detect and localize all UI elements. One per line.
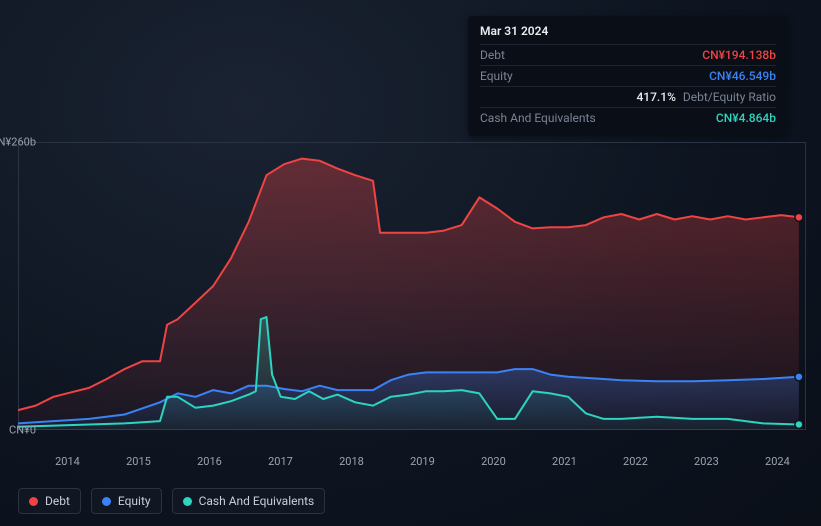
x-axis-label: 2015 xyxy=(126,455,151,468)
chart-legend: Debt Equity Cash And Equivalents xyxy=(18,488,325,514)
x-axis-label: 2018 xyxy=(339,455,364,468)
tooltip-row-label: Cash And Equivalents xyxy=(480,111,596,125)
tooltip-row-value-wrap: CN¥4.864b xyxy=(716,111,776,125)
legend-label: Debt xyxy=(45,494,70,508)
tooltip-row-extra: Debt/Equity Ratio xyxy=(680,90,776,104)
tooltip-row: Debt CN¥194.138b xyxy=(480,44,776,65)
legend-dot-icon xyxy=(29,497,38,506)
x-axis-label: 2014 xyxy=(55,455,80,468)
legend-label: Cash And Equivalents xyxy=(199,494,315,508)
tooltip-rows: Debt CN¥194.138b Equity CN¥46.549b 417.1% De… xyxy=(480,44,776,128)
tooltip-date: Mar 31 2024 xyxy=(480,24,776,44)
tooltip-row: Cash And Equivalents CN¥4.864b xyxy=(480,107,776,128)
tooltip-row-value: CN¥46.549b xyxy=(709,69,776,83)
chart-tooltip: Mar 31 2024 Debt CN¥194.138b Equity CN¥46.5… xyxy=(468,16,788,136)
series-end-marker xyxy=(795,213,803,221)
tooltip-row-value-wrap: CN¥46.549b xyxy=(709,69,776,83)
tooltip-row-label: Debt xyxy=(480,48,505,62)
debt-equity-chart[interactable]: 2014 2015 2016 2017 2018 2019 2020 2021 2022 2023… xyxy=(18,128,806,473)
y-axis-label: CN¥260b xyxy=(0,136,36,149)
legend-item[interactable]: Debt xyxy=(18,488,81,514)
x-axis-label: 2019 xyxy=(410,455,435,468)
x-axis-label: 2020 xyxy=(481,455,506,468)
tooltip-row: 417.1% Debt/Equity Ratio xyxy=(480,86,776,107)
chart-svg xyxy=(18,128,806,444)
x-axis-label: 2016 xyxy=(197,455,222,468)
legend-item[interactable]: Equity xyxy=(91,488,162,514)
tooltip-row-value-wrap: CN¥194.138b xyxy=(702,48,776,62)
series-end-marker xyxy=(795,373,803,381)
x-axis-label: 2023 xyxy=(694,455,719,468)
x-axis-label: 2021 xyxy=(552,455,577,468)
legend-dot-icon xyxy=(183,497,192,506)
y-axis-label: CN¥0 xyxy=(3,424,36,437)
tooltip-row-value: 417.1% xyxy=(636,90,675,104)
tooltip-row-value: CN¥194.138b xyxy=(702,48,776,62)
x-axis-label: 2024 xyxy=(765,455,790,468)
series-end-marker xyxy=(795,420,803,428)
x-axis-label: 2022 xyxy=(623,455,648,468)
legend-dot-icon xyxy=(102,497,111,506)
tooltip-row-value-wrap: 417.1% Debt/Equity Ratio xyxy=(636,90,776,104)
x-axis-label: 2017 xyxy=(268,455,293,468)
legend-item[interactable]: Cash And Equivalents xyxy=(172,488,326,514)
x-axis-labels: 2014 2015 2016 2017 2018 2019 2020 2021 2022 2023… xyxy=(32,455,820,473)
legend-label: Equity xyxy=(118,494,151,508)
tooltip-row-label: Equity xyxy=(480,69,513,83)
tooltip-row-value: CN¥4.864b xyxy=(716,111,776,125)
tooltip-row: Equity CN¥46.549b xyxy=(480,65,776,86)
